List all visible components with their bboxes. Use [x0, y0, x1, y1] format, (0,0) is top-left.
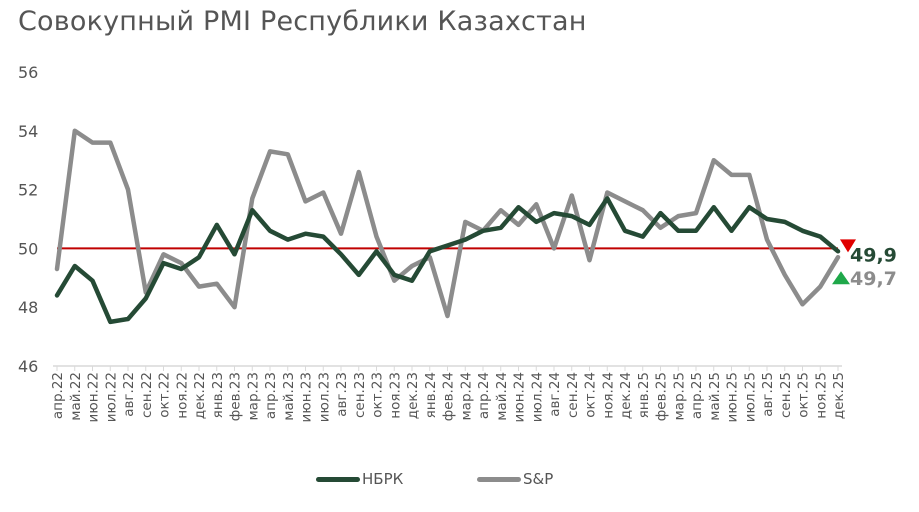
x-tick-label: авг.25: [760, 372, 776, 417]
down-triangle-icon: [840, 239, 856, 253]
x-tick-label: апр.25: [689, 372, 705, 419]
legend: НБРК S&P: [0, 470, 919, 494]
x-tick-label: сен.23: [352, 372, 368, 418]
legend-swatch-sp: [477, 476, 521, 482]
x-tick-label: фев.24: [441, 372, 457, 421]
sp-line: [54, 128, 841, 319]
x-tick-label: фев.23: [228, 372, 244, 421]
x-tick-label: дек.25: [831, 372, 847, 419]
x-tick-label: июн.22: [86, 372, 102, 422]
up-triangle-icon: [832, 271, 850, 285]
x-tick-label: май.25: [707, 372, 723, 421]
x-tick-label: янв.25: [636, 372, 652, 418]
x-tick-label: мар.23: [245, 372, 261, 421]
series-lines: [54, 128, 841, 325]
x-tick-label: фев.25: [654, 372, 670, 421]
x-tick-label: ноя.23: [387, 372, 403, 419]
sp-end-label: 49,7: [850, 268, 897, 290]
x-tick-label: авг.24: [547, 372, 563, 417]
nbrk-line: [54, 196, 841, 325]
chart-title: Совокупный PMI Республики Казахстан: [18, 6, 587, 37]
x-tick-label: ноя.25: [813, 372, 829, 419]
x-tick-label: дек.23: [405, 372, 421, 419]
x-tick-label: июл.25: [742, 372, 758, 422]
x-tick-label: авг.22: [121, 372, 137, 417]
y-tick-label: 56: [18, 63, 38, 82]
legend-label-sp: S&P: [523, 470, 554, 488]
x-tick-label: окт.22: [157, 372, 173, 418]
x-tick-label: мар.25: [671, 372, 687, 421]
legend-label-nbrk: НБРК: [362, 470, 404, 488]
x-tick-label: ноя.22: [174, 372, 190, 419]
x-tick-label: янв.24: [423, 372, 439, 418]
x-axis: апр.22 май.22 июн.22 июл.22 авг.22 сен.22 окт.…: [50, 365, 847, 422]
y-tick-label: 50: [18, 239, 38, 258]
end-markers: 49,949,7: [832, 239, 897, 290]
nbrk-end-label: 49,9: [850, 244, 897, 266]
x-tick-label: окт.23: [370, 372, 386, 418]
x-tick-label: дек.22: [192, 372, 208, 419]
x-tick-label: июн.24: [512, 372, 528, 422]
y-tick-label: 48: [18, 298, 38, 317]
x-tick-label: окт.25: [796, 372, 812, 418]
x-tick-label: авг.23: [334, 372, 350, 417]
x-tick-label: мар.24: [458, 372, 474, 421]
x-tick-label: дек.24: [618, 372, 634, 419]
x-tick-label: апр.22: [50, 372, 66, 419]
x-tick-label: ноя.24: [600, 372, 616, 419]
x-tick-label: янв.23: [210, 372, 226, 418]
x-tick-label: апр.23: [263, 372, 279, 419]
y-axis: 46 48 50 52 54 56: [18, 63, 38, 376]
x-tick-label: май.23: [281, 372, 297, 421]
x-tick-label: апр.24: [476, 372, 492, 419]
x-tick-label: июн.23: [299, 372, 315, 422]
legend-swatch-nbrk: [316, 476, 360, 482]
legend-item-nbrk: НБРК: [316, 470, 403, 488]
y-tick-label: 52: [18, 181, 38, 200]
x-tick-label: сен.22: [139, 372, 155, 418]
legend-item-sp: S&P: [477, 470, 553, 488]
x-tick-label: сен.24: [565, 372, 581, 418]
x-tick-label: окт.24: [583, 372, 599, 418]
x-tick-label: июл.24: [529, 372, 545, 422]
y-tick-label: 46: [18, 357, 38, 376]
x-tick-label: июл.23: [316, 372, 332, 422]
x-tick-label: май.22: [68, 372, 84, 421]
x-tick-label: июл.22: [103, 372, 119, 422]
y-tick-label: 54: [18, 122, 38, 141]
x-tick-label: май.24: [494, 372, 510, 421]
x-tick-label: июн.25: [725, 372, 741, 422]
x-tick-label: сен.25: [778, 372, 794, 418]
